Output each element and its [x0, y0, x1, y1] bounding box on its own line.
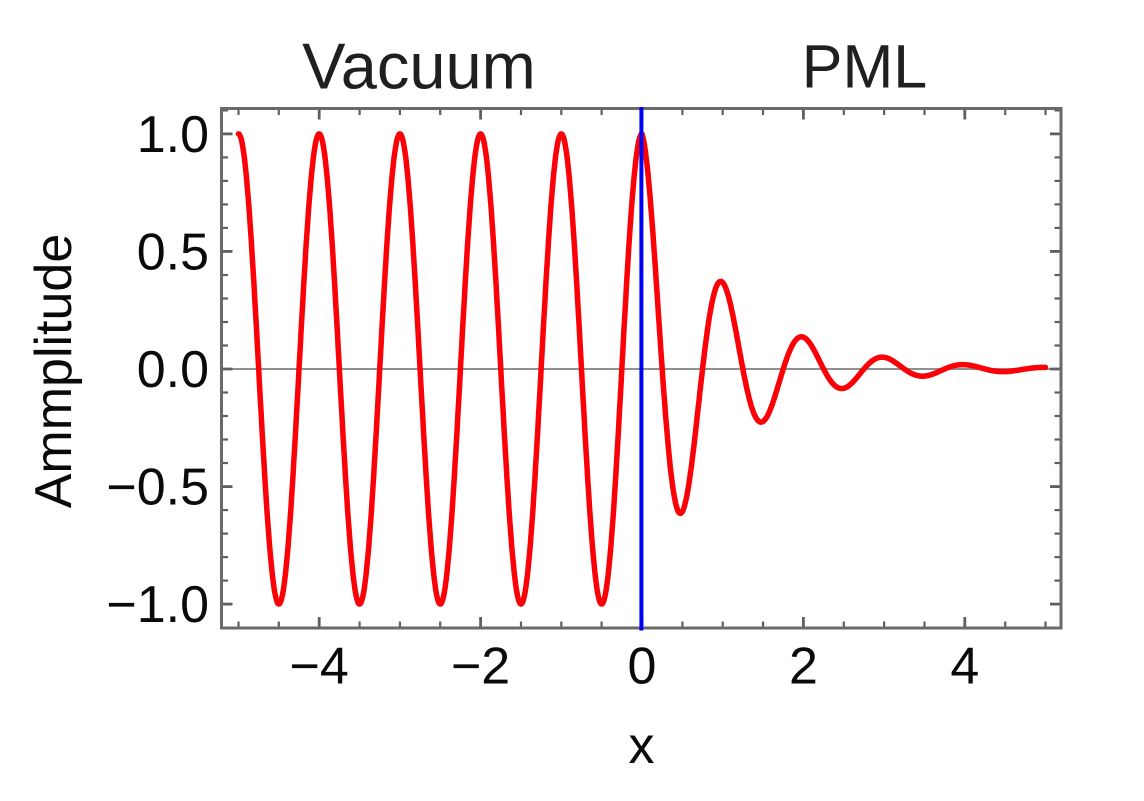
svg-text:−0.5: −0.5: [106, 459, 209, 517]
svg-text:0: 0: [628, 638, 657, 696]
svg-text:PML: PML: [802, 33, 927, 101]
svg-text:−4: −4: [290, 638, 349, 696]
svg-text:Vacuum: Vacuum: [302, 29, 536, 102]
svg-text:0.0: 0.0: [137, 341, 209, 399]
svg-text:1.0: 1.0: [137, 106, 209, 164]
svg-text:0.5: 0.5: [137, 223, 209, 281]
svg-text:x: x: [629, 717, 655, 775]
svg-text:4: 4: [950, 638, 979, 696]
svg-text:Ammplitude: Ammplitude: [25, 234, 83, 509]
svg-text:−2: −2: [451, 638, 510, 696]
svg-text:−1.0: −1.0: [106, 576, 209, 634]
svg-text:2: 2: [789, 638, 818, 696]
